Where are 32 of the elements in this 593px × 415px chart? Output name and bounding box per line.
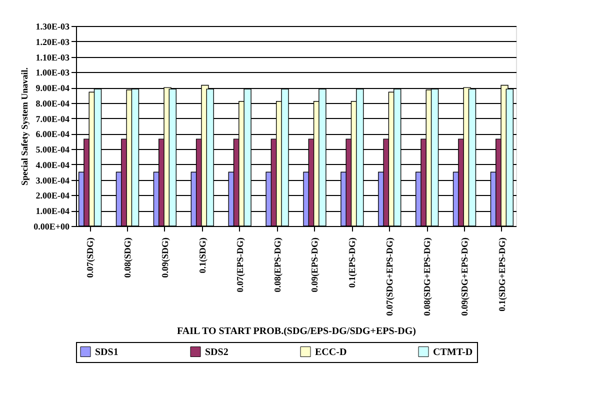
x-tick-label: 0.07(EPS-DG) — [234, 238, 245, 292]
y-tick-label: 1.10E-03 — [36, 52, 70, 62]
legend-label: ECC-D — [315, 346, 347, 358]
x-tick-label: 0.1(EPS-DG) — [347, 238, 358, 288]
y-axis-title: Special Safety System Unavail. — [20, 68, 30, 186]
y-tick-label: 6.00E-04 — [36, 129, 70, 140]
y-tick-label: 2.00E-04 — [36, 190, 70, 201]
y-tick-label: 3.00E-04 — [36, 175, 70, 186]
legend-label: CTMT-D — [433, 346, 473, 358]
x-tick-label: 0.09(SDG+EPS-DG) — [460, 238, 470, 316]
y-tick-label: 1.00E-04 — [36, 206, 70, 216]
y-tick-label: 1.30E-03 — [36, 22, 70, 32]
x-tick-label: 0.09(SDG) — [160, 238, 170, 278]
x-tick-label: 0.08(SDG+EPS-DG) — [422, 238, 432, 316]
y-tick-label: 5.00E-04 — [36, 144, 70, 155]
x-tick-label: 0.1(SDG+EPS-DG) — [496, 238, 507, 312]
x-axis-title: FAIL TO START PROB.(SDG/EPS-DG/SDG+EPS-DG) — [177, 326, 416, 337]
y-tick-label: 1.20E-03 — [36, 36, 70, 47]
legend-label: SDS2 — [205, 346, 228, 358]
x-tick-label: 0.08(SDG) — [122, 238, 132, 278]
x-tick-label: 0.09(EPS-DG) — [310, 238, 320, 292]
y-tick-label: 4.00E-04 — [36, 160, 70, 170]
y-tick-label: 1.00E-03 — [36, 68, 70, 78]
x-tick-label: 0.07(SDG+EPS-DG) — [384, 238, 395, 316]
legend-label: SDS1 — [95, 346, 118, 358]
y-tick-label: 7.00E-04 — [36, 114, 70, 124]
y-tick-label: 9.00E-04 — [36, 83, 70, 94]
x-tick-label: 0.08(EPS-DG) — [272, 238, 282, 292]
y-tick-label: 0.00E+00 — [34, 222, 70, 232]
x-tick-label: 0.1(SDG) — [197, 238, 208, 274]
x-tick-label: 0.07(SDG) — [85, 238, 96, 278]
y-tick-label: 8.00E-04 — [36, 98, 70, 108]
